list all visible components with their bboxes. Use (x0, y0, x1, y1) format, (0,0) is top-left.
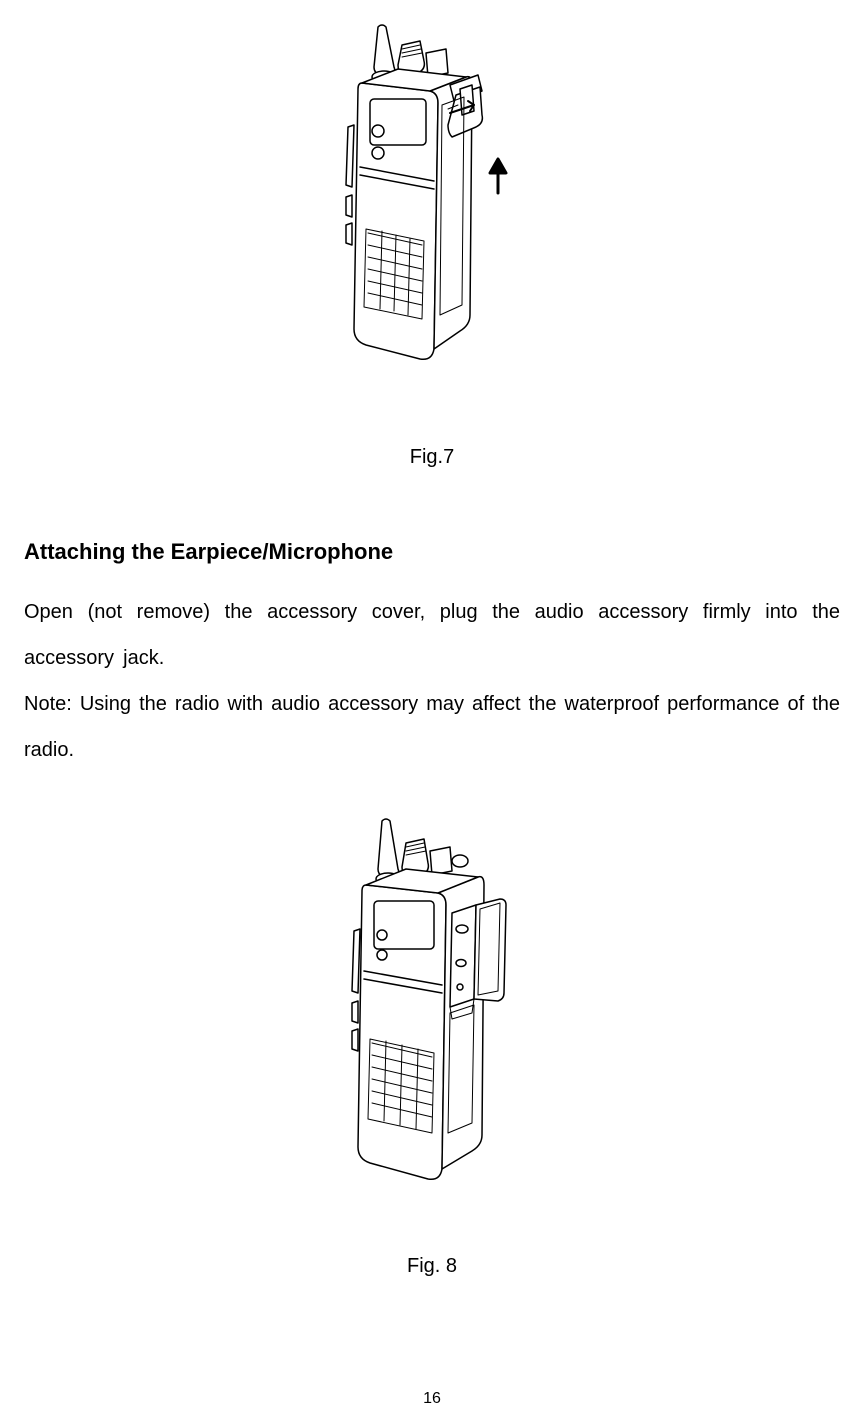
page-number: 16 (0, 1390, 864, 1408)
paragraph-open-cover: Open (not remove) the accessory cover, p… (24, 589, 840, 681)
paragraph-note-waterproof: Note: Using the radio with audio accesso… (24, 681, 840, 773)
figure-belt-clip (24, 0, 840, 390)
radio-accessory-jack-illustration (322, 813, 542, 1193)
radio-belt-clip-illustration (302, 15, 562, 375)
section-heading-earpiece: Attaching the Earpiece/Microphone (24, 539, 840, 565)
figure-7-caption: Fig.7 (24, 446, 840, 469)
figure-8-caption: Fig. 8 (24, 1255, 840, 1278)
figure-accessory-jack (24, 793, 840, 1213)
